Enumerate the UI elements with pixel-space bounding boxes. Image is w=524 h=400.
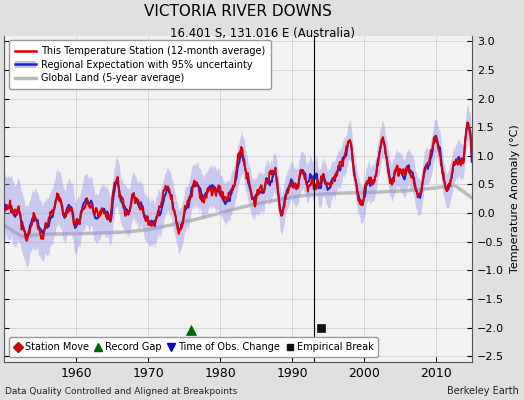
Text: 16.401 S, 131.016 E (Australia): 16.401 S, 131.016 E (Australia) [169,28,355,40]
Text: Berkeley Earth: Berkeley Earth [447,386,519,396]
Text: Data Quality Controlled and Aligned at Breakpoints: Data Quality Controlled and Aligned at B… [5,387,237,396]
Title: VICTORIA RIVER DOWNS: VICTORIA RIVER DOWNS [144,4,332,19]
Y-axis label: Temperature Anomaly (°C): Temperature Anomaly (°C) [510,124,520,273]
Legend: Station Move, Record Gap, Time of Obs. Change, Empirical Break: Station Move, Record Gap, Time of Obs. C… [9,337,378,357]
